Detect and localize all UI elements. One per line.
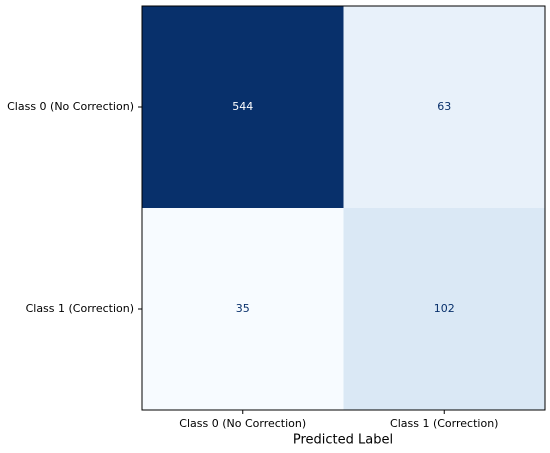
cell: [142, 208, 344, 410]
cell-label: 544: [232, 100, 253, 113]
plot-frame: [141, 5, 546, 411]
cell: [343, 6, 545, 208]
y-tick-label: Class 1 (Correction): [26, 302, 134, 315]
cell: [142, 6, 344, 208]
cell-label: 35: [236, 302, 250, 315]
cell-label: 102: [434, 302, 455, 315]
x-tick-label: Class 0 (No Correction): [179, 417, 306, 430]
x-axis-label: Predicted Label: [293, 433, 393, 448]
y-tick-label: Class 0 (No Correction): [7, 100, 134, 113]
cell: [343, 208, 545, 410]
x-tick-label: Class 1 (Correction): [390, 417, 498, 430]
cell-label: 63: [437, 100, 451, 113]
